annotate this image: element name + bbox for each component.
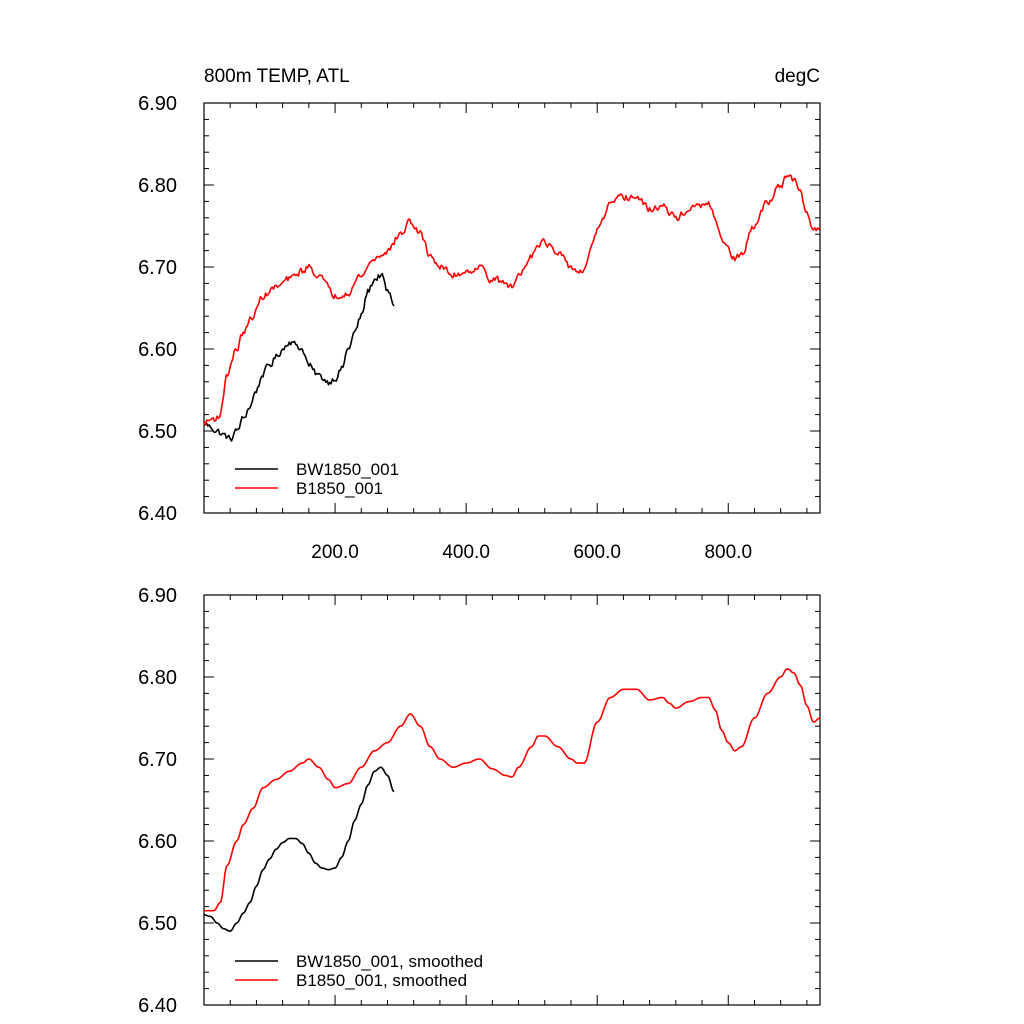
x-tick-label: 600.0 — [573, 542, 621, 563]
axis-ticks — [204, 102, 820, 514]
x-tick-label: 200.0 — [311, 542, 359, 563]
legend-label: B1850_001, smoothed — [296, 971, 467, 990]
series-lines — [203, 174, 821, 442]
bottom-panel: 6.40 6.50 6.60 6.70 6.80 6.90 BW1850_001, smo… — [138, 585, 821, 1017]
legend-label: B1850_001 — [296, 479, 383, 498]
plot-frame — [203, 594, 821, 1006]
y-tick-label: 6.60 — [138, 339, 177, 361]
y-tick-label: 6.80 — [138, 175, 177, 197]
y-tick-label: 6.90 — [138, 585, 177, 607]
x-tick-label: 800.0 — [704, 542, 752, 563]
y-tick-label: 6.70 — [138, 257, 177, 279]
series-line-1 — [203, 174, 821, 426]
y-tick-label: 6.70 — [138, 749, 177, 771]
y-tick-label: 6.90 — [138, 93, 177, 115]
y-tick-label: 6.40 — [138, 503, 177, 525]
x-tick-label: 400.0 — [442, 542, 490, 563]
y-tick-label: 6.50 — [138, 913, 177, 935]
units-label: degC — [775, 66, 820, 87]
legend-label: BW1850_001, smoothed — [296, 952, 483, 971]
axis-ticks — [204, 594, 820, 1006]
y-tick-label: 6.80 — [138, 667, 177, 689]
legend-label: BW1850_001 — [296, 460, 399, 479]
series-line-1 — [204, 667, 821, 912]
panel-title: 800m TEMP, ATL — [204, 66, 350, 87]
tick-labels: 6.40 6.50 6.60 6.70 6.80 6.90 — [138, 585, 177, 1017]
y-tick-label: 6.60 — [138, 831, 177, 853]
series-lines — [203, 667, 821, 933]
tick-labels: 6.40 6.50 6.60 6.70 6.80 6.90 200.0 400.0 600.0 8… — [138, 93, 752, 563]
series-line-0 — [203, 272, 395, 442]
y-tick-label: 6.40 — [138, 995, 177, 1017]
top-panel: 800m TEMP, ATL degC 6.40 6.50 6.60 6.70 6.80… — [138, 66, 821, 563]
series-line-0 — [203, 766, 395, 933]
y-tick-label: 6.50 — [138, 421, 177, 443]
plot-frame — [203, 102, 821, 514]
